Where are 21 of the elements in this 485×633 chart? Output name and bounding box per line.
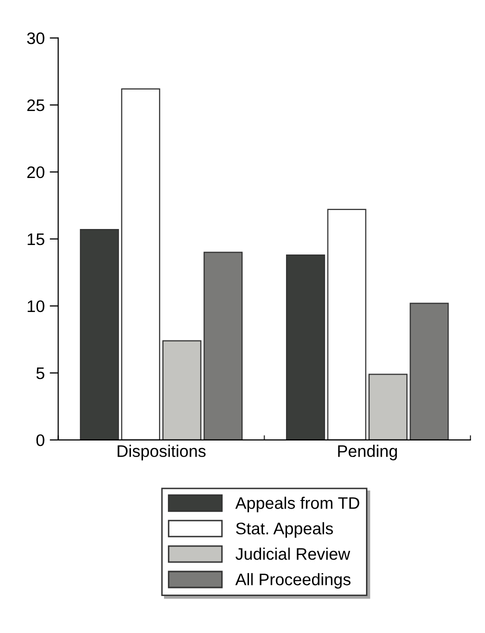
bar	[80, 229, 119, 440]
bar	[410, 302, 449, 440]
x-tick-label: Pending	[338, 444, 397, 460]
legend-label: Appeals from TD	[235, 496, 360, 512]
y-tick-label: 10	[28, 300, 44, 312]
legend-label: Stat. Appeals	[236, 522, 333, 538]
x-tick-label: Dispositions	[118, 444, 206, 460]
bar	[368, 374, 408, 440]
bar	[162, 340, 202, 440]
legend-label: Judicial Review	[236, 548, 350, 560]
y-tick-label: 15	[28, 234, 44, 246]
y-tick-label: 0	[36, 434, 44, 446]
bar	[121, 88, 160, 440]
legend-label: All Proceedings	[235, 573, 350, 589]
y-tick-label: 5	[36, 368, 44, 380]
y-tick-label: 25	[27, 99, 44, 112]
y-tick-label: 30	[27, 32, 44, 44]
bar	[327, 208, 366, 440]
y-tick-label: 20	[27, 166, 44, 178]
bar	[204, 252, 243, 440]
bar	[286, 254, 326, 440]
